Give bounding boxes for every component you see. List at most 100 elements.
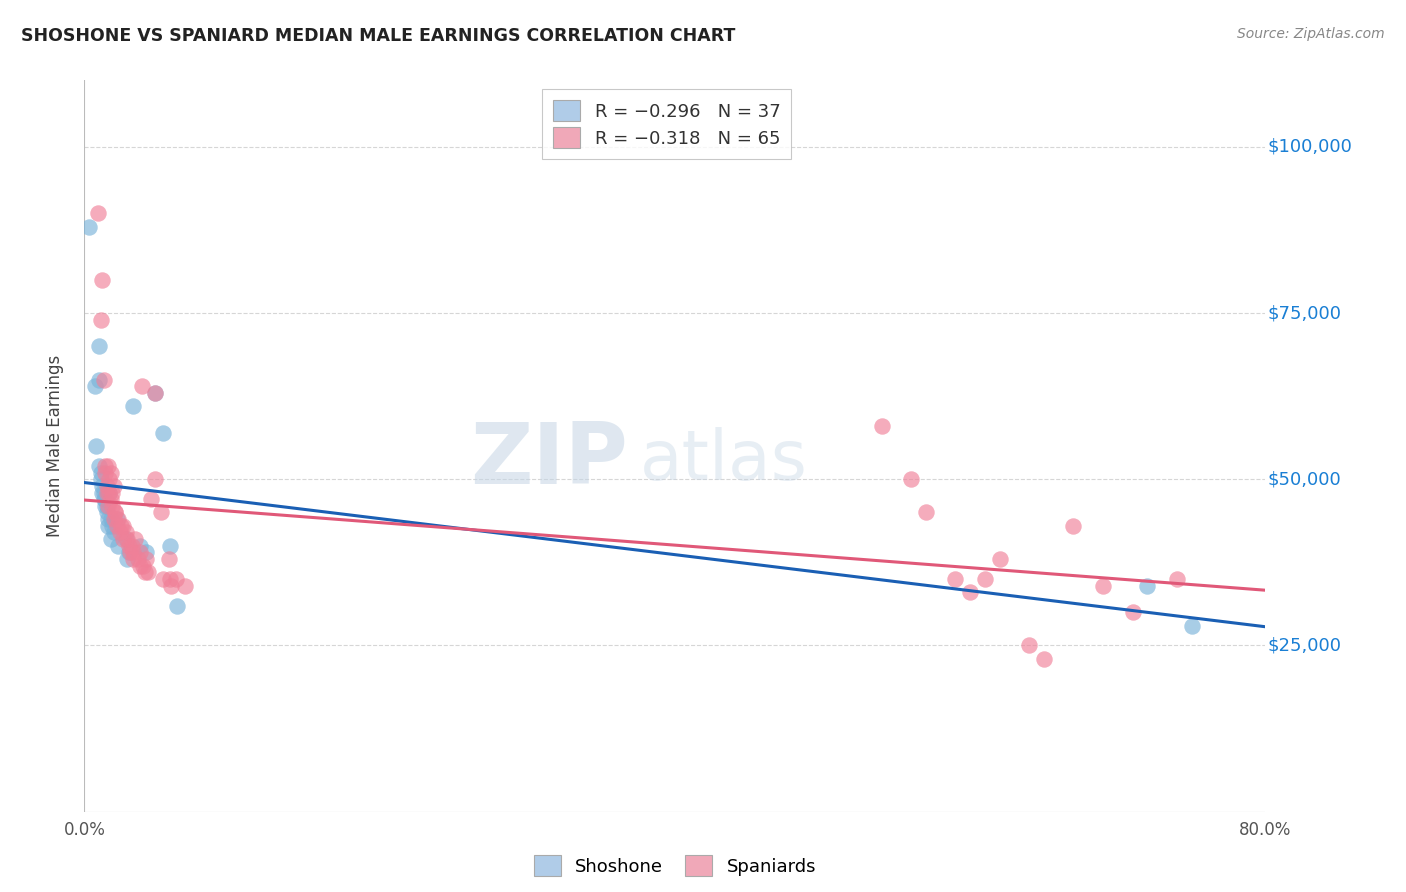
- Point: [152, 425, 174, 440]
- Point: [152, 572, 174, 586]
- Point: [127, 552, 149, 566]
- Point: [103, 512, 125, 526]
- Text: SHOSHONE VS SPANIARD MEDIAN MALE EARNINGS CORRELATION CHART: SHOSHONE VS SPANIARD MEDIAN MALE EARNING…: [21, 27, 735, 45]
- Point: [96, 479, 118, 493]
- Point: [900, 472, 922, 486]
- Point: [91, 273, 114, 287]
- Point: [98, 485, 121, 500]
- Point: [103, 525, 125, 540]
- Point: [94, 492, 117, 507]
- Point: [90, 466, 112, 480]
- Point: [96, 485, 118, 500]
- Point: [96, 506, 118, 520]
- Point: [122, 552, 145, 566]
- Point: [157, 552, 180, 566]
- Text: $50,000: $50,000: [1268, 470, 1341, 488]
- Point: [122, 399, 145, 413]
- Point: [93, 485, 115, 500]
- Point: [91, 479, 114, 493]
- Point: [129, 545, 152, 559]
- Point: [914, 506, 936, 520]
- Point: [143, 385, 166, 400]
- Point: [132, 558, 155, 573]
- Point: [77, 219, 100, 234]
- Point: [100, 466, 122, 480]
- Point: [131, 379, 153, 393]
- Legend: Shoshone, Spaniards: Shoshone, Spaniards: [526, 848, 824, 883]
- Point: [143, 385, 166, 400]
- Point: [111, 532, 134, 546]
- Point: [97, 512, 120, 526]
- Point: [165, 572, 187, 586]
- Point: [87, 339, 111, 353]
- Point: [120, 545, 142, 559]
- Point: [108, 525, 131, 540]
- Text: $25,000: $25,000: [1268, 637, 1341, 655]
- Point: [83, 379, 105, 393]
- Point: [87, 458, 111, 473]
- Point: [105, 512, 128, 526]
- Point: [110, 518, 132, 533]
- Point: [945, 572, 967, 586]
- Point: [143, 472, 166, 486]
- Point: [101, 518, 124, 533]
- Point: [111, 518, 134, 533]
- Point: [104, 506, 127, 520]
- Point: [135, 545, 157, 559]
- Text: atlas: atlas: [640, 427, 807, 494]
- Point: [91, 485, 114, 500]
- Point: [118, 539, 141, 553]
- Point: [173, 579, 195, 593]
- Point: [115, 552, 138, 566]
- Point: [1122, 605, 1144, 619]
- Point: [115, 532, 138, 546]
- Point: [104, 506, 127, 520]
- Point: [94, 458, 117, 473]
- Point: [101, 485, 124, 500]
- Point: [90, 312, 112, 326]
- Point: [107, 512, 129, 526]
- Point: [160, 579, 183, 593]
- Point: [121, 539, 143, 553]
- Text: $75,000: $75,000: [1268, 304, 1341, 322]
- Point: [100, 532, 122, 546]
- Point: [98, 472, 121, 486]
- Point: [100, 512, 122, 526]
- Point: [1032, 652, 1054, 666]
- Point: [87, 372, 111, 386]
- Point: [122, 545, 145, 559]
- Point: [100, 492, 122, 507]
- Point: [959, 585, 981, 599]
- Point: [93, 372, 115, 386]
- Text: $100,000: $100,000: [1268, 137, 1353, 156]
- Point: [139, 492, 162, 507]
- Point: [973, 572, 995, 586]
- Point: [86, 206, 108, 220]
- Point: [94, 466, 117, 480]
- Point: [136, 566, 159, 580]
- Point: [107, 539, 129, 553]
- Point: [118, 545, 141, 559]
- Text: ZIP: ZIP: [470, 419, 627, 502]
- Point: [1166, 572, 1188, 586]
- Y-axis label: Median Male Earnings: Median Male Earnings: [45, 355, 63, 537]
- Point: [97, 458, 120, 473]
- Point: [150, 506, 173, 520]
- Point: [129, 558, 152, 573]
- Point: [1018, 639, 1040, 653]
- Point: [96, 499, 118, 513]
- Point: [1063, 518, 1085, 533]
- Point: [114, 532, 136, 546]
- Point: [93, 492, 115, 507]
- Point: [1091, 579, 1114, 593]
- Point: [84, 439, 107, 453]
- Point: [129, 539, 152, 553]
- Point: [98, 485, 121, 500]
- Point: [1136, 579, 1159, 593]
- Point: [166, 599, 188, 613]
- Point: [159, 539, 181, 553]
- Point: [134, 566, 156, 580]
- Point: [101, 499, 124, 513]
- Point: [90, 472, 112, 486]
- Point: [114, 525, 136, 540]
